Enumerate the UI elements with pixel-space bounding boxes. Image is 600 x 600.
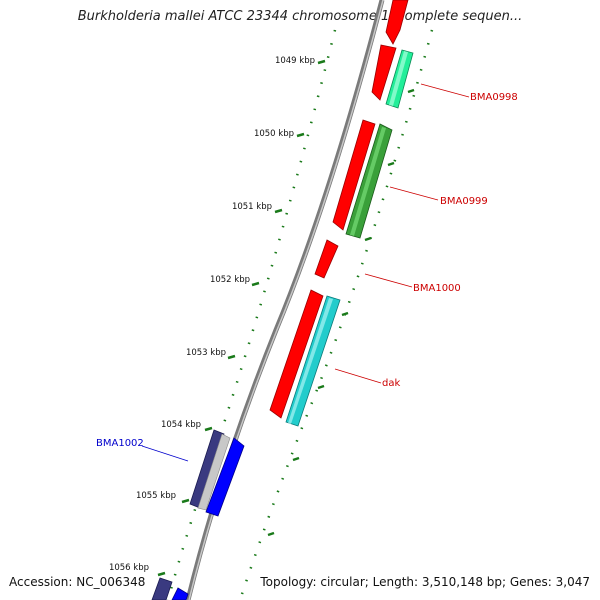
tick-label: 1050 kbp	[254, 129, 294, 139]
gene-arrow[interactable]	[269, 289, 324, 419]
tick-label: 1055 kbp	[136, 491, 176, 501]
map-title: Burkholderia mallei ATCC 23344 chromosom…	[77, 9, 523, 24]
tick-label: 1053 kbp	[186, 348, 226, 358]
gene-label-bma1000[interactable]: BMA1000	[413, 283, 461, 294]
gene-label-bma0998[interactable]: BMA0998	[470, 92, 518, 103]
gene-label-dak[interactable]: dak	[382, 378, 400, 389]
gene-arrow[interactable]	[332, 119, 376, 231]
inner-dotted-track	[238, 29, 434, 600]
tick-label: 1052 kbp	[210, 275, 250, 285]
tick-label: 1049 kbp	[275, 56, 315, 66]
gene-arrow[interactable]	[385, 0, 409, 45]
gene-arrow[interactable]	[314, 239, 339, 279]
gene-label-bma1002[interactable]: BMA1002	[96, 438, 144, 449]
gene-label-bma0999[interactable]: BMA0999	[440, 196, 488, 207]
accession-text: Accession: NC_006348	[9, 575, 146, 589]
gene-arrow[interactable]	[205, 437, 245, 517]
tick-label: 1051 kbp	[232, 202, 272, 212]
gene-arrow[interactable]	[151, 577, 173, 600]
gene-arrow[interactable]	[371, 44, 397, 101]
tick-label: 1056 kbp	[109, 563, 149, 573]
topology-text: Topology: circular; Length: 3,510,148 bp…	[260, 575, 590, 589]
gene-arrow[interactable]	[171, 587, 189, 600]
tick-label: 1054 kbp	[161, 420, 201, 430]
